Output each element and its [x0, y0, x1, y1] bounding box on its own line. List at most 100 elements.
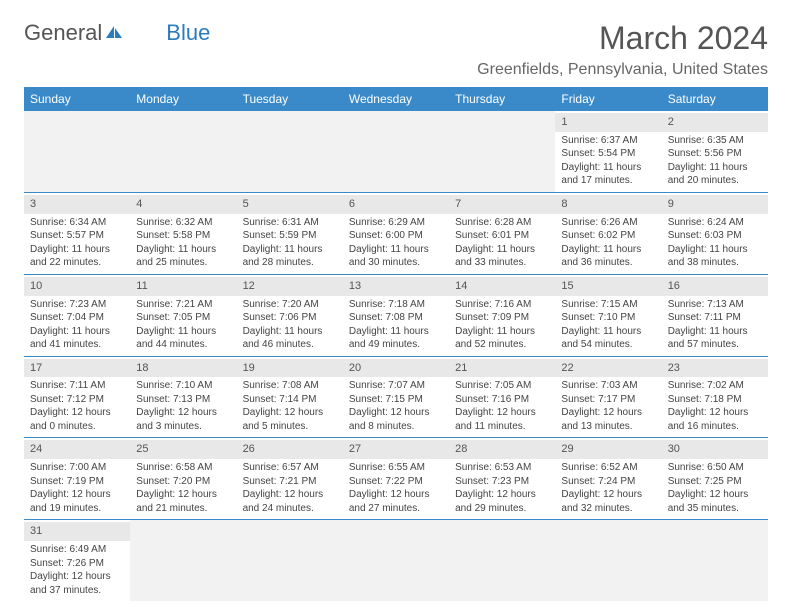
brand-part2: Blue	[166, 20, 210, 46]
day-number: 4	[130, 195, 236, 214]
brand-logo: General Blue	[24, 20, 210, 46]
daylight-line: Daylight: 11 hours and 41 minutes.	[30, 325, 124, 352]
day-number: 28	[449, 440, 555, 459]
weekday-header: Friday	[555, 87, 661, 111]
sunrise-line: Sunrise: 6:28 AM	[455, 216, 549, 230]
sunrise-line: Sunrise: 6:55 AM	[349, 461, 443, 475]
day-number: 17	[24, 359, 130, 378]
daylight-line: Daylight: 11 hours and 54 minutes.	[561, 325, 655, 352]
sunset-line: Sunset: 7:20 PM	[136, 475, 230, 489]
empty-cell	[237, 520, 343, 601]
sunrise-line: Sunrise: 7:00 AM	[30, 461, 124, 475]
day-number: 12	[237, 277, 343, 296]
sail-icon	[104, 20, 124, 46]
calendar-row: 17Sunrise: 7:11 AMSunset: 7:12 PMDayligh…	[24, 356, 768, 438]
day-cell: 30Sunrise: 6:50 AMSunset: 7:25 PMDayligh…	[662, 438, 768, 520]
sunrise-line: Sunrise: 6:52 AM	[561, 461, 655, 475]
sunrise-line: Sunrise: 7:13 AM	[668, 298, 762, 312]
day-cell: 10Sunrise: 7:23 AMSunset: 7:04 PMDayligh…	[24, 274, 130, 356]
day-cell: 7Sunrise: 6:28 AMSunset: 6:01 PMDaylight…	[449, 192, 555, 274]
daylight-line: Daylight: 12 hours and 8 minutes.	[349, 406, 443, 433]
day-number: 19	[237, 359, 343, 378]
daylight-line: Daylight: 11 hours and 49 minutes.	[349, 325, 443, 352]
empty-cell	[662, 520, 768, 601]
sunset-line: Sunset: 7:12 PM	[30, 393, 124, 407]
day-number: 8	[555, 195, 661, 214]
sunset-line: Sunset: 7:05 PM	[136, 311, 230, 325]
sunset-line: Sunset: 7:24 PM	[561, 475, 655, 489]
day-cell: 2Sunrise: 6:35 AMSunset: 5:56 PMDaylight…	[662, 111, 768, 192]
day-cell: 11Sunrise: 7:21 AMSunset: 7:05 PMDayligh…	[130, 274, 236, 356]
brand-part1: General	[24, 20, 102, 46]
sunrise-line: Sunrise: 7:23 AM	[30, 298, 124, 312]
sunset-line: Sunset: 7:11 PM	[668, 311, 762, 325]
sunset-line: Sunset: 5:59 PM	[243, 229, 337, 243]
day-cell: 28Sunrise: 6:53 AMSunset: 7:23 PMDayligh…	[449, 438, 555, 520]
empty-cell	[343, 111, 449, 192]
daylight-line: Daylight: 12 hours and 0 minutes.	[30, 406, 124, 433]
daylight-line: Daylight: 12 hours and 32 minutes.	[561, 488, 655, 515]
daylight-line: Daylight: 12 hours and 5 minutes.	[243, 406, 337, 433]
day-cell: 4 Sunrise: 6:32 AMSunset: 5:58 PMDaylight…	[130, 192, 236, 274]
sunrise-line: Sunrise: 6:29 AM	[349, 216, 443, 230]
sunset-line: Sunset: 5:58 PM	[136, 229, 230, 243]
weekday-header: Tuesday	[237, 87, 343, 111]
day-cell: 5Sunrise: 6:31 AMSunset: 5:59 PMDaylight…	[237, 192, 343, 274]
day-cell: 17Sunrise: 7:11 AMSunset: 7:12 PMDayligh…	[24, 356, 130, 438]
day-number: 22	[555, 359, 661, 378]
day-cell: 24Sunrise: 7:00 AMSunset: 7:19 PMDayligh…	[24, 438, 130, 520]
calendar-row: 3Sunrise: 6:34 AMSunset: 5:57 PMDaylight…	[24, 192, 768, 274]
day-number: 23	[662, 359, 768, 378]
day-number: 6	[343, 195, 449, 214]
day-number: 18	[130, 359, 236, 378]
weekday-header: Wednesday	[343, 87, 449, 111]
sunrise-line: Sunrise: 6:58 AM	[136, 461, 230, 475]
daylight-line: Daylight: 11 hours and 30 minutes.	[349, 243, 443, 270]
weekday-header: Monday	[130, 87, 236, 111]
sunrise-line: Sunrise: 6:49 AM	[30, 543, 124, 557]
daylight-line: Daylight: 11 hours and 28 minutes.	[243, 243, 337, 270]
day-cell: 9Sunrise: 6:24 AMSunset: 6:03 PMDaylight…	[662, 192, 768, 274]
calendar-row: 24Sunrise: 7:00 AMSunset: 7:19 PMDayligh…	[24, 438, 768, 520]
sunrise-line: Sunrise: 6:24 AM	[668, 216, 762, 230]
day-cell: 6Sunrise: 6:29 AMSunset: 6:00 PMDaylight…	[343, 192, 449, 274]
daylight-line: Daylight: 12 hours and 21 minutes.	[136, 488, 230, 515]
location-text: Greenfields, Pennsylvania, United States	[477, 61, 768, 79]
month-title: March 2024	[477, 20, 768, 57]
sunrise-line: Sunrise: 7:05 AM	[455, 379, 549, 393]
day-number: 26	[237, 440, 343, 459]
day-cell: 29 Sunrise: 6:52 AMSunset: 7:24 PMDayligh…	[555, 438, 661, 520]
day-cell: 8Sunrise: 6:26 AMSunset: 6:02 PMDaylight…	[555, 192, 661, 274]
sunset-line: Sunset: 7:25 PM	[668, 475, 762, 489]
sunrise-line: Sunrise: 7:18 AM	[349, 298, 443, 312]
sunset-line: Sunset: 5:54 PM	[561, 147, 655, 161]
sunrise-line: Sunrise: 7:10 AM	[136, 379, 230, 393]
sunrise-line: Sunrise: 6:32 AM	[136, 216, 230, 230]
day-cell: 12Sunrise: 7:20 AMSunset: 7:06 PMDayligh…	[237, 274, 343, 356]
sunrise-line: Sunrise: 7:02 AM	[668, 379, 762, 393]
day-number: 29	[555, 440, 661, 459]
daylight-line: Daylight: 12 hours and 37 minutes.	[30, 570, 124, 597]
daylight-line: Daylight: 11 hours and 25 minutes.	[136, 243, 230, 270]
day-cell: 1Sunrise: 6:37 AMSunset: 5:54 PMDaylight…	[555, 111, 661, 192]
sunset-line: Sunset: 7:10 PM	[561, 311, 655, 325]
day-number: 14	[449, 277, 555, 296]
daylight-line: Daylight: 11 hours and 20 minutes.	[668, 161, 762, 188]
day-cell: 14Sunrise: 7:16 AMSunset: 7:09 PMDayligh…	[449, 274, 555, 356]
day-number: 30	[662, 440, 768, 459]
sunrise-line: Sunrise: 7:15 AM	[561, 298, 655, 312]
empty-cell	[449, 520, 555, 601]
sunset-line: Sunset: 7:26 PM	[30, 557, 124, 571]
sunrise-line: Sunrise: 6:35 AM	[668, 134, 762, 148]
weekday-header: Sunday	[24, 87, 130, 111]
day-number: 2	[662, 113, 768, 132]
weekday-header-row: SundayMondayTuesdayWednesdayThursdayFrid…	[24, 87, 768, 111]
empty-cell	[130, 520, 236, 601]
sunset-line: Sunset: 7:04 PM	[30, 311, 124, 325]
calendar-grid: SundayMondayTuesdayWednesdayThursdayFrid…	[24, 87, 768, 601]
sunset-line: Sunset: 6:03 PM	[668, 229, 762, 243]
sunset-line: Sunset: 5:57 PM	[30, 229, 124, 243]
day-number: 7	[449, 195, 555, 214]
daylight-line: Daylight: 11 hours and 36 minutes.	[561, 243, 655, 270]
day-cell: 23Sunrise: 7:02 AMSunset: 7:18 PMDayligh…	[662, 356, 768, 438]
